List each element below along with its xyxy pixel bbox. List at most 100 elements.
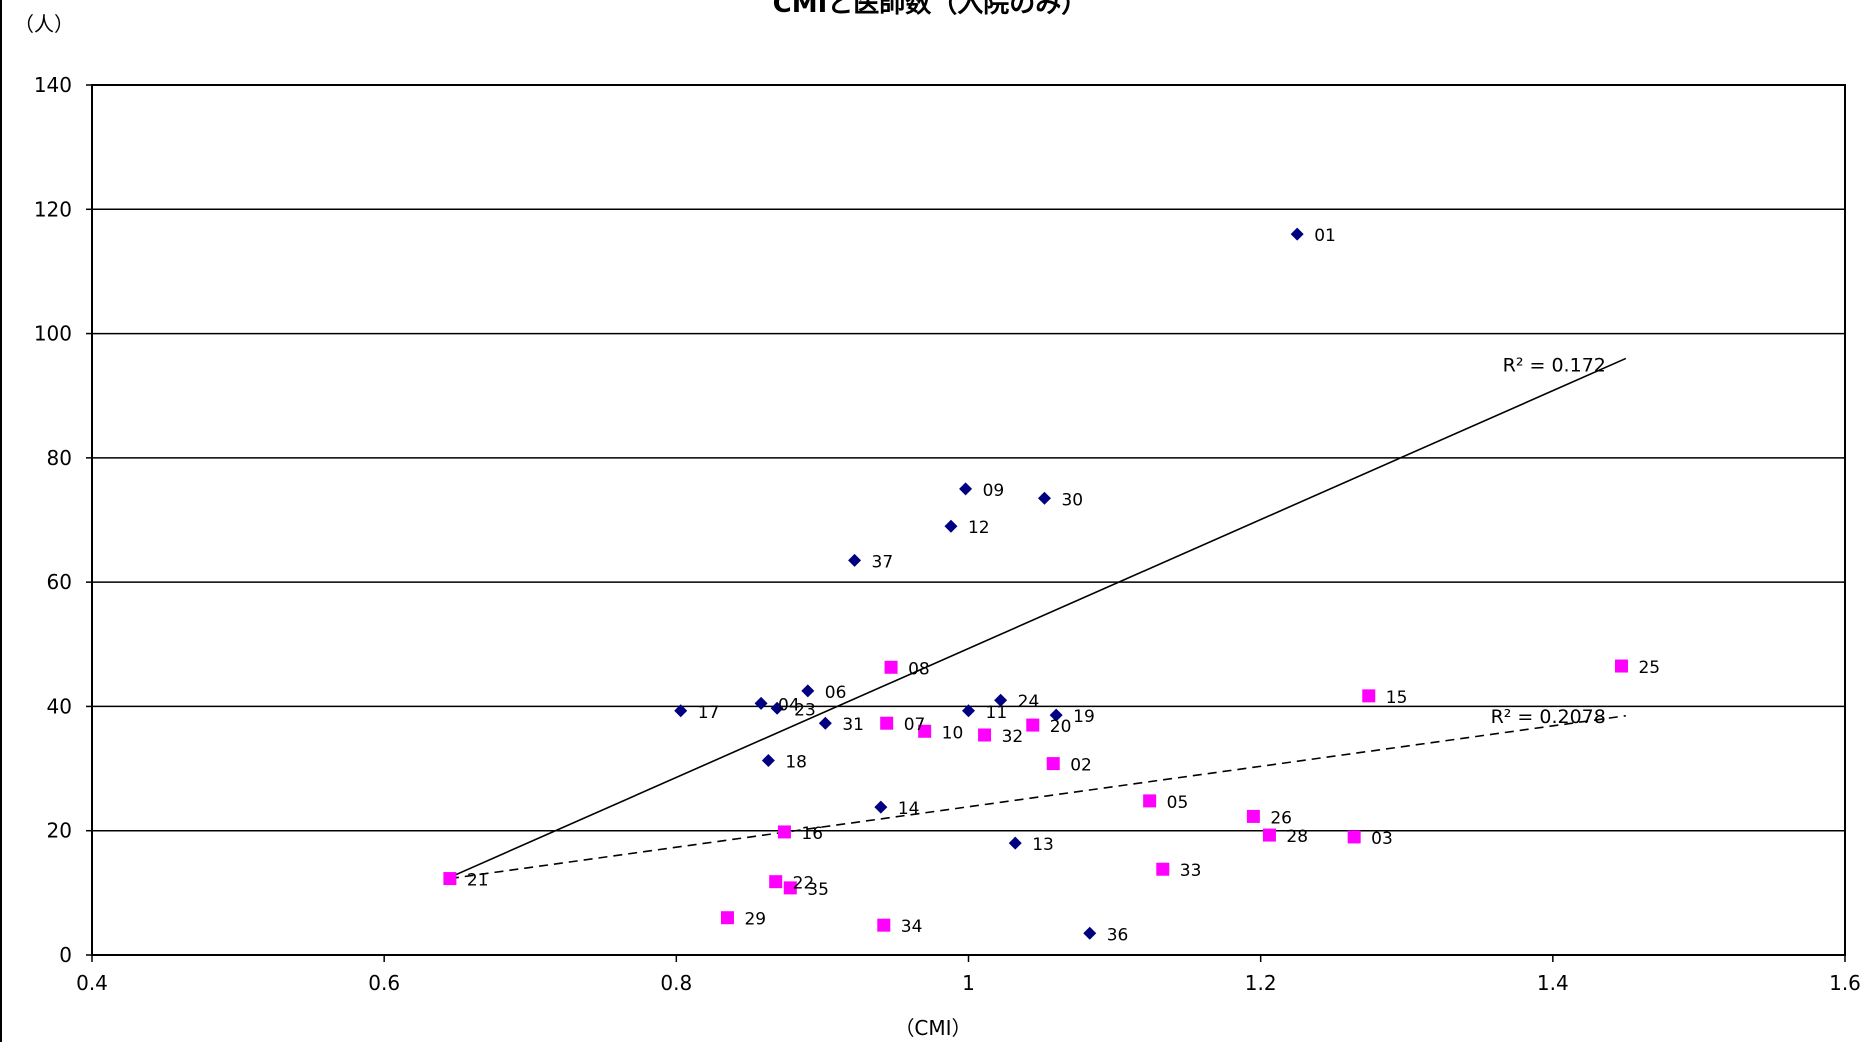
y-tick-label: 0	[59, 943, 72, 967]
r-squared-label: R² = 0.2078	[1491, 706, 1606, 728]
trendlines	[449, 357, 1627, 880]
data-point-19	[1049, 708, 1063, 722]
data-point-25	[1614, 659, 1628, 673]
point-label-13: 13	[1032, 835, 1054, 855]
point-label-33: 33	[1180, 861, 1202, 881]
point-label-04: 04	[778, 695, 800, 715]
data-point-28	[1262, 828, 1276, 842]
y-axis-unit-label: （人）	[14, 12, 74, 36]
point-label-31: 31	[842, 715, 864, 735]
point-label-01: 01	[1314, 226, 1336, 246]
data-point-31	[818, 716, 832, 730]
point-label-09: 09	[983, 481, 1005, 501]
data-point-17	[674, 704, 688, 718]
point-label-25: 25	[1638, 658, 1660, 678]
point-label-35: 35	[807, 880, 829, 900]
x-tick-label: 1	[962, 971, 975, 995]
point-label-26: 26	[1270, 808, 1292, 828]
data-point-16	[777, 825, 791, 839]
data-point-22	[769, 875, 783, 889]
y-tick-label: 140	[34, 73, 72, 97]
data-points	[443, 227, 1628, 940]
data-point-14	[874, 800, 888, 814]
y-tick-label: 100	[34, 322, 72, 346]
point-label-19: 19	[1073, 707, 1095, 727]
point-label-32: 32	[1002, 727, 1024, 747]
y-tick-label: 120	[34, 197, 72, 221]
data-point-04	[754, 696, 768, 710]
data-point-20	[1026, 718, 1040, 732]
point-label-37: 37	[872, 552, 894, 572]
x-tick-label: 1.4	[1537, 971, 1569, 995]
point-label-12: 12	[968, 518, 990, 538]
data-point-35	[783, 881, 797, 895]
y-tick-label: 40	[47, 694, 72, 718]
point-label-02: 02	[1070, 756, 1092, 776]
point-label-36: 36	[1107, 925, 1129, 945]
data-point-12	[944, 519, 958, 533]
point-label-08: 08	[908, 659, 930, 679]
data-point-08	[884, 660, 898, 674]
data-point-06	[801, 684, 815, 698]
point-label-17: 17	[698, 703, 720, 723]
data-point-11	[962, 704, 975, 718]
data-point-13	[1008, 836, 1022, 850]
x-tick-label: 1.2	[1245, 971, 1277, 995]
data-point-36	[1083, 926, 1097, 940]
x-tick-label: 0.4	[76, 971, 108, 995]
data-point-10	[918, 724, 932, 738]
data-point-32	[978, 728, 992, 742]
data-point-34	[877, 918, 891, 932]
x-axis-unit-label: （CMI）	[894, 1016, 971, 1040]
point-label-18: 18	[785, 752, 807, 772]
point-label-14: 14	[898, 799, 920, 819]
point-label-16: 16	[801, 824, 823, 844]
data-point-15	[1362, 689, 1376, 703]
point-label-10: 10	[942, 723, 964, 743]
point-label-34: 34	[901, 917, 923, 937]
data-point-05	[1143, 794, 1157, 808]
x-tick-label: 0.6	[368, 971, 400, 995]
data-point-21	[443, 872, 457, 886]
point-label-03: 03	[1371, 829, 1393, 849]
chart-title: CMIと医師数（入院のみ）	[773, 0, 1088, 19]
data-point-09	[959, 482, 973, 496]
trendline-solid	[449, 357, 1627, 879]
data-point-33	[1156, 862, 1170, 876]
point-label-23: 23	[794, 700, 816, 720]
point-label-05: 05	[1167, 793, 1189, 813]
data-point-24	[994, 693, 1008, 707]
data-point-07	[880, 716, 894, 730]
point-label-30: 30	[1061, 490, 1083, 510]
point-label-15: 15	[1386, 688, 1408, 708]
y-tick-label: 20	[47, 819, 72, 843]
x-tick-label: 1.6	[1829, 971, 1861, 995]
data-point-29	[720, 911, 734, 925]
data-point-03	[1347, 830, 1361, 844]
data-point-37	[848, 553, 862, 567]
data-point-01	[1290, 227, 1304, 241]
data-point-02	[1046, 757, 1060, 771]
point-label-28: 28	[1286, 827, 1308, 847]
point-label-24: 24	[1018, 692, 1040, 712]
y-tick-label: 80	[47, 446, 72, 470]
point-label-07: 07	[904, 715, 926, 735]
point-label-22: 22	[793, 874, 815, 894]
point-label-29: 29	[744, 910, 766, 930]
y-tick-label: 60	[47, 570, 72, 594]
point-label-06: 06	[825, 683, 847, 703]
data-point-23	[770, 701, 784, 715]
point-label-20: 20	[1050, 717, 1072, 737]
data-point-30	[1037, 491, 1051, 505]
x-tick-label: 0.8	[660, 971, 692, 995]
trendline-dashed	[449, 714, 1626, 880]
point-label-21: 21	[467, 871, 489, 891]
point-label-11: 11	[986, 703, 1008, 723]
data-point-18	[761, 753, 775, 767]
r-squared-label: R² = 0.172	[1503, 354, 1606, 376]
data-point-26	[1246, 809, 1260, 823]
